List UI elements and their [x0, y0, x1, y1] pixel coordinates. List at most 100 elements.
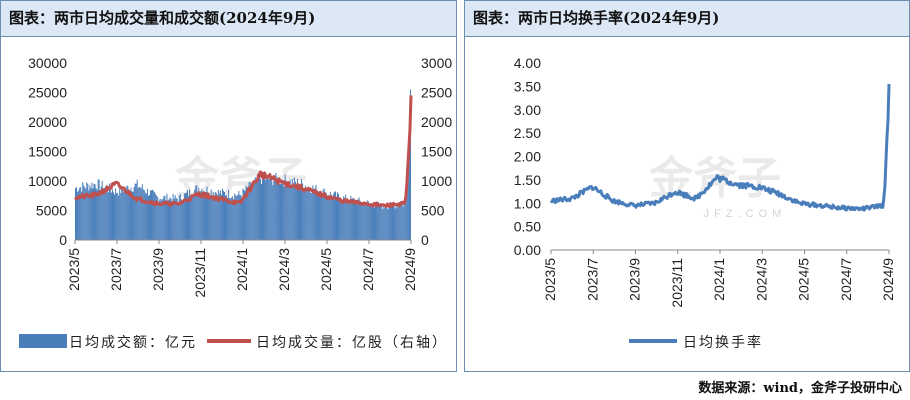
y-tick-label: 3.50 [514, 78, 541, 94]
turnover-bar [198, 188, 200, 240]
turnover-bar [96, 189, 98, 240]
turnover-bar [278, 177, 280, 240]
turnover-bar [288, 185, 290, 240]
turnover-bar [229, 198, 231, 240]
turnover-bar [399, 206, 401, 240]
turnover-bar [265, 179, 267, 240]
turnover-bar [212, 192, 214, 240]
turnover-bar [120, 193, 122, 240]
turnover-bar [251, 184, 253, 240]
turnover-bar [170, 198, 172, 240]
turnover-bar [396, 207, 398, 240]
turnover-bar [203, 190, 205, 240]
turnover-bar [316, 194, 318, 240]
turnover-bar [172, 193, 174, 240]
x-tick-label: 2024/7 [838, 258, 854, 301]
turnover-bar [307, 187, 309, 240]
turnover-bar [377, 203, 379, 240]
x-tick-label: 2024/1 [711, 258, 727, 301]
turnover-bar [367, 201, 369, 240]
turnover-bar [236, 196, 238, 240]
turnover-bar [271, 176, 273, 240]
turnover-bar [380, 203, 382, 240]
turnover-bar [101, 180, 103, 240]
turnover-bar [335, 197, 337, 240]
y-tick-label: 0.00 [514, 242, 541, 258]
turnover-bar [209, 196, 211, 240]
turnover-bar [338, 193, 340, 240]
turnover-bar [320, 196, 322, 240]
turnover-bar [267, 174, 269, 240]
turnover-bar [210, 189, 212, 240]
x-tick-label: 2023/7 [584, 258, 600, 301]
turnover-bar [130, 187, 132, 240]
turnover-bar [347, 200, 349, 240]
turnover-bar [301, 179, 303, 240]
x-tick-label: 2023/11 [669, 258, 685, 308]
x-tick-label: 2024/5 [796, 258, 812, 301]
turnover-bar [116, 193, 118, 240]
x-tick-label: 2024/5 [318, 248, 334, 291]
turnover-bar [240, 195, 242, 240]
turnover-bar [275, 172, 277, 240]
turnover-bar [110, 192, 112, 240]
turnover-bar [359, 200, 361, 240]
turnover-bar [84, 187, 86, 240]
turnover-bar [125, 189, 127, 240]
turnover-bar [383, 203, 385, 240]
turnover-bar [309, 188, 311, 240]
turnover-bar [408, 118, 410, 240]
turnover-bar [337, 192, 339, 240]
turnover-bar [181, 201, 183, 240]
turnover-bar [75, 188, 76, 240]
turnover-bar [360, 203, 362, 240]
turnover-bar [266, 175, 268, 240]
turnover-bar [393, 204, 395, 240]
turnover-bar [344, 197, 346, 240]
turnover-bar [147, 195, 149, 240]
turnover-bar [135, 183, 137, 240]
turnover-bar [83, 185, 85, 240]
turnover-bar [200, 191, 202, 240]
turnover-bar [231, 197, 233, 240]
turnover-bar [370, 203, 372, 240]
turnover-bar [272, 185, 274, 240]
turnover-bar [400, 204, 402, 240]
turnover-bar [201, 188, 203, 240]
y-right-tick-label: 0 [421, 232, 429, 248]
y-right-tick-label: 3000 [421, 55, 452, 71]
turnover-bar [202, 193, 204, 240]
turnover-bar [179, 193, 181, 240]
y-right-tick-label: 1000 [421, 173, 452, 189]
y-left-tick-label: 10000 [28, 173, 67, 189]
turnover-bar [232, 196, 234, 240]
turnover-bar [95, 187, 97, 240]
turnover-bar [144, 192, 146, 240]
turnover-bar [174, 195, 176, 240]
turnover-bar [80, 186, 82, 240]
turnover-bar [358, 197, 360, 240]
turnover-bar [105, 185, 107, 240]
turnover-bar [246, 187, 248, 240]
turnover-bar [199, 193, 201, 240]
turnover-bar [409, 89, 411, 240]
turnover-bar [348, 200, 350, 240]
turnover-bar [188, 196, 190, 240]
turnover-bar [341, 200, 343, 240]
turnover-bar [160, 199, 162, 240]
turnover-bar [253, 179, 255, 240]
turnover-bar [391, 203, 393, 240]
y-tick-label: 4.00 [514, 55, 541, 71]
turnover-bar [260, 183, 262, 240]
turnover-bar [319, 192, 321, 240]
turnover-bar [292, 184, 294, 240]
turnover-bar [235, 195, 237, 240]
turnover-bar [182, 199, 184, 240]
turnover-bar [145, 193, 147, 240]
y-tick-label: 3.00 [514, 102, 541, 118]
turnover-bar [132, 191, 134, 240]
turnover-bar [108, 183, 110, 240]
turnover-bar [376, 201, 378, 240]
turnover-bar [254, 177, 256, 240]
turnover-bar [326, 195, 328, 240]
